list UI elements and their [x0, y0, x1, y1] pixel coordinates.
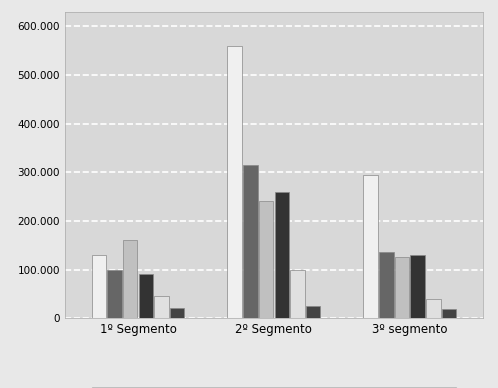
- Bar: [290, 270, 305, 318]
- Bar: [274, 192, 289, 318]
- Bar: [138, 274, 153, 318]
- Bar: [410, 255, 425, 318]
- Bar: [123, 240, 137, 318]
- Bar: [92, 255, 106, 318]
- Bar: [170, 308, 184, 318]
- Bar: [442, 309, 456, 318]
- Bar: [395, 257, 409, 318]
- Bar: [259, 201, 273, 318]
- Bar: [379, 253, 393, 318]
- Bar: [426, 299, 441, 318]
- Bar: [107, 270, 122, 318]
- Bar: [243, 165, 257, 318]
- Bar: [364, 175, 378, 318]
- Bar: [306, 306, 320, 318]
- Bar: [154, 296, 169, 318]
- Bar: [228, 46, 242, 318]
